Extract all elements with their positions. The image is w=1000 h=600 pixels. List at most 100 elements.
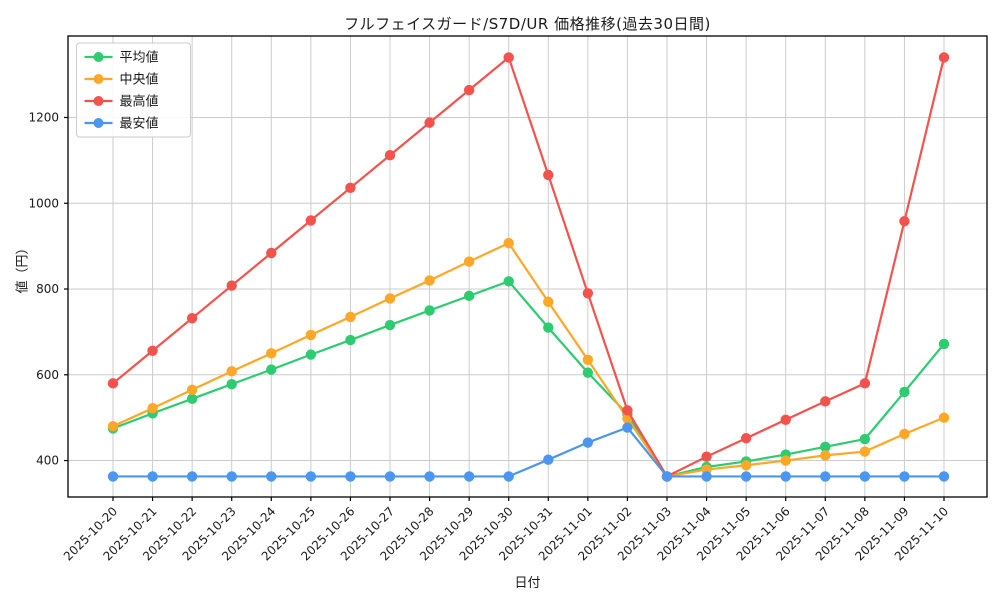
data-point-average <box>859 433 871 445</box>
x-axis-title: 日付 <box>514 576 541 591</box>
data-point-min <box>266 471 277 482</box>
legend-marker-average <box>93 52 104 62</box>
legend-label-max: 最高値 <box>120 94 159 110</box>
data-point-median <box>226 366 237 377</box>
data-point-max <box>622 405 633 416</box>
data-point-max <box>820 396 831 407</box>
data-point-max <box>345 182 356 194</box>
data-point-min <box>701 471 712 482</box>
data-point-median <box>345 311 356 323</box>
data-point-average <box>503 276 514 287</box>
data-point-average <box>582 367 594 378</box>
legend-item-min: 最安値 <box>84 116 159 132</box>
data-point-min <box>503 471 514 482</box>
legend-label-median: 中央値 <box>120 72 159 88</box>
data-point-min <box>147 471 158 482</box>
data-point-median <box>107 421 119 432</box>
series-median <box>107 237 950 482</box>
data-point-max <box>859 378 871 389</box>
legend-label-min: 最安値 <box>120 116 159 132</box>
data-point-max <box>226 280 237 291</box>
data-point-average <box>384 319 396 331</box>
data-point-min <box>543 454 554 465</box>
plot-frame <box>67 35 988 498</box>
data-point-max <box>186 312 198 324</box>
data-point-median <box>543 296 554 308</box>
data-point-max <box>266 247 277 259</box>
legend-item-median: 中央値 <box>84 72 159 88</box>
data-point-average <box>305 349 317 360</box>
y-axis-title: 値（円） <box>15 241 31 294</box>
data-point-max <box>463 84 475 96</box>
data-point-min <box>107 471 119 482</box>
data-point-max <box>543 169 554 181</box>
series-line-max <box>111 56 946 478</box>
data-point-max <box>305 215 317 226</box>
data-point-average <box>186 393 198 404</box>
legend-box <box>76 42 191 138</box>
data-point-median <box>424 275 435 286</box>
data-point-average <box>424 305 435 316</box>
series-line-average <box>111 280 946 478</box>
data-point-max <box>582 288 594 299</box>
data-point-average <box>899 386 910 398</box>
data-point-max <box>780 414 791 426</box>
chart-title: フルフェイスガード/S7D/UR 価格推移(過去30日間) <box>344 15 711 33</box>
data-point-median <box>503 237 514 249</box>
data-point-median <box>147 403 158 414</box>
data-point-max <box>147 345 158 356</box>
data-point-median <box>899 428 910 440</box>
legend-marker-median <box>93 74 104 84</box>
data-point-median <box>582 354 594 365</box>
y-tick-label: 400 <box>36 454 59 468</box>
legend-label-average: 平均値 <box>120 50 159 66</box>
data-point-max <box>899 216 910 227</box>
data-point-min <box>820 471 831 482</box>
data-point-min <box>899 471 910 482</box>
series-line-median <box>111 242 946 478</box>
data-point-min <box>661 471 673 482</box>
data-point-max <box>938 52 950 63</box>
legend-item-average: 平均値 <box>84 50 159 66</box>
data-point-average <box>345 334 356 346</box>
legend-marker-max <box>93 96 104 106</box>
y-tick-label: 1000 <box>28 196 59 210</box>
data-point-min <box>938 471 950 482</box>
data-point-median <box>186 384 198 395</box>
data-point-max <box>424 117 435 128</box>
data-point-min <box>345 471 356 482</box>
data-point-min <box>186 471 198 482</box>
data-point-min <box>622 422 633 433</box>
y-tick-label: 800 <box>36 282 59 296</box>
data-point-min <box>740 471 752 482</box>
data-point-min <box>424 471 435 482</box>
data-point-median <box>305 329 317 341</box>
data-point-max <box>384 150 396 161</box>
data-point-median <box>266 348 277 359</box>
data-point-max <box>701 451 712 462</box>
data-point-min <box>780 471 791 482</box>
data-point-min <box>463 471 475 482</box>
data-point-median <box>820 450 831 461</box>
data-point-average <box>543 322 554 333</box>
data-point-min <box>226 471 237 482</box>
data-point-min <box>384 471 396 482</box>
data-point-median <box>463 256 475 267</box>
data-point-average <box>463 290 475 302</box>
data-point-average <box>938 338 950 350</box>
data-point-average <box>226 379 237 390</box>
data-point-average <box>820 441 831 453</box>
data-point-average <box>266 364 277 375</box>
data-point-median <box>384 293 396 304</box>
data-point-min <box>582 437 594 448</box>
data-point-min <box>859 471 871 482</box>
series-max <box>107 52 950 482</box>
series-line-min <box>111 426 946 478</box>
legend-item-max: 最高値 <box>84 94 159 110</box>
plot-background <box>68 36 987 497</box>
data-point-median <box>859 446 871 457</box>
data-point-median <box>780 455 791 466</box>
